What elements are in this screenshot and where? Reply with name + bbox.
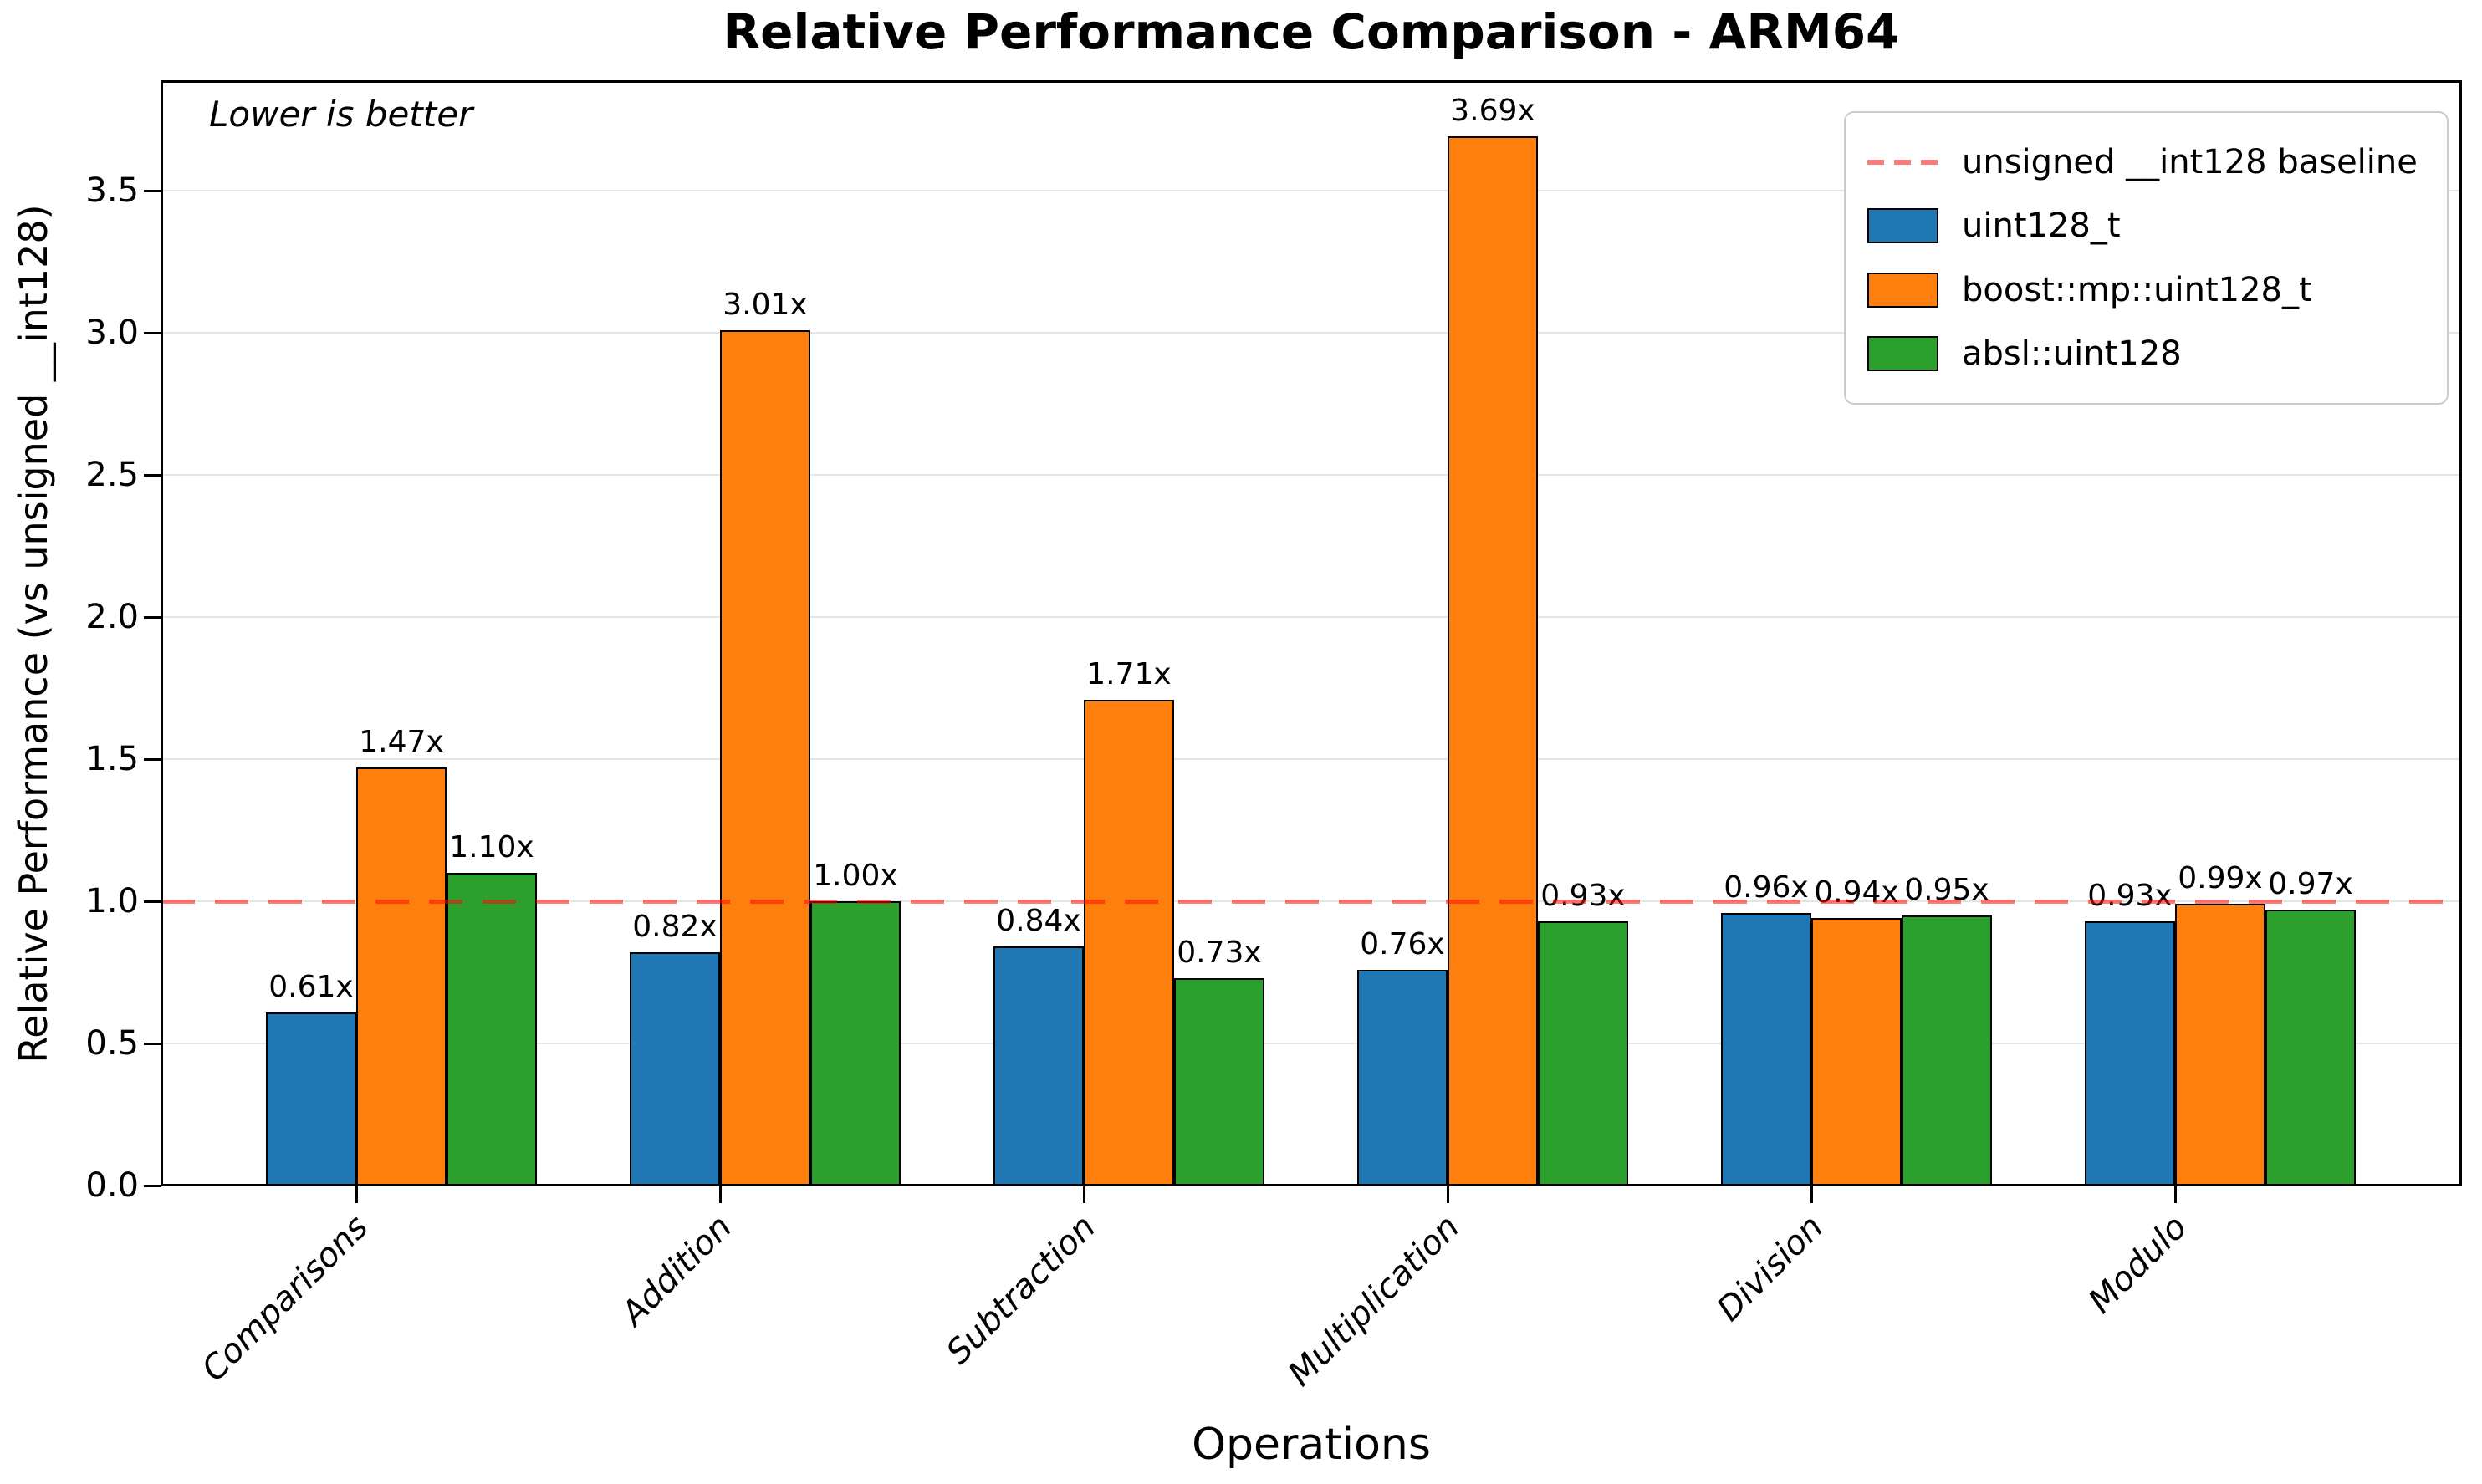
legend-label: absl::uint128 <box>1962 334 2182 373</box>
bar-boost::mp::uint128_t-Modulo <box>2175 904 2265 1186</box>
legend-label: unsigned __int128 baseline <box>1962 143 2418 182</box>
legend-color-swatch <box>1867 272 1938 308</box>
bar-value-label: 0.82x <box>632 910 718 945</box>
x-tick-mark <box>1446 1186 1449 1203</box>
baseline-line <box>161 899 2461 904</box>
legend-row-3: absl::uint128 <box>1867 334 2425 373</box>
bar-absl::uint128-Modulo <box>2265 910 2356 1186</box>
gridline-y-2 <box>161 616 2461 618</box>
bar-value-label: 3.69x <box>1450 94 1535 129</box>
bar-uint128_t-Division <box>1721 912 1811 1186</box>
x-axis-label: Operations <box>1192 1420 1431 1470</box>
y-tick-mark <box>144 615 161 619</box>
legend-label: uint128_t <box>1962 207 2121 246</box>
bar-uint128_t-Subtraction <box>993 946 1084 1186</box>
gridline-y-0.5 <box>161 1043 2461 1044</box>
x-tick-mark <box>1810 1186 1813 1203</box>
y-tick-label: 0.5 <box>85 1024 139 1063</box>
x-tick-mark <box>718 1186 722 1203</box>
y-tick-label: 1.0 <box>85 882 139 920</box>
bar-value-label: 0.93x <box>2087 878 2173 913</box>
chart-title: Relative Performance Comparison - ARM64 <box>723 3 1900 60</box>
legend-row-2: boost::mp::uint128_t <box>1867 271 2425 309</box>
gridline-y-1.5 <box>161 758 2461 760</box>
y-tick-mark <box>144 331 161 334</box>
bar-value-label: 0.84x <box>996 904 1081 939</box>
gridline-y-2.5 <box>161 474 2461 476</box>
bar-value-label: 0.96x <box>1724 869 1809 905</box>
lower-is-better-note: Lower is better <box>209 94 473 135</box>
legend-row-1: uint128_t <box>1867 207 2425 245</box>
gridline-y-3.5 <box>161 190 2461 191</box>
bar-value-label: 0.97x <box>2268 867 2353 902</box>
y-tick-label: 2.5 <box>85 456 139 494</box>
legend-color-swatch <box>1867 208 1938 244</box>
bar-value-label: 1.47x <box>359 725 444 760</box>
bar-absl::uint128-Multiplication <box>1538 920 1628 1186</box>
bar-absl::uint128-Subtraction <box>1174 977 1264 1186</box>
bar-absl::uint128-Comparisons <box>447 873 537 1186</box>
y-tick-label: 0.0 <box>85 1166 139 1205</box>
legend-dashed-line-swatch <box>1867 160 1938 166</box>
bar-value-label: 1.00x <box>813 859 898 893</box>
bar-absl::uint128-Addition <box>810 901 901 1186</box>
bar-value-label: 3.01x <box>723 287 808 322</box>
bar-boost::mp::uint128_t-Division <box>1811 918 1902 1186</box>
y-tick-mark <box>144 900 161 903</box>
bar-boost::mp::uint128_t-Addition <box>720 329 810 1186</box>
bar-boost::mp::uint128_t-Comparisons <box>356 767 447 1186</box>
bar-value-label: 0.94x <box>1814 875 1899 910</box>
bar-uint128_t-Multiplication <box>1357 969 1448 1186</box>
x-tick-mark <box>1082 1186 1085 1203</box>
bar-value-label: 1.71x <box>1086 656 1172 691</box>
bar-value-label: 1.10x <box>449 830 534 864</box>
y-tick-mark <box>144 189 161 192</box>
bar-absl::uint128-Division <box>1902 915 1992 1186</box>
bar-uint128_t-Comparisons <box>266 1012 356 1186</box>
y-tick-mark <box>144 473 161 477</box>
y-tick-mark <box>144 757 161 761</box>
legend-row-0: unsigned __int128 baseline <box>1867 143 2425 181</box>
legend-label: boost::mp::uint128_t <box>1962 270 2312 309</box>
x-tick-mark <box>355 1186 358 1203</box>
bar-value-label: 0.99x <box>2178 861 2263 896</box>
bar-value-label: 0.93x <box>1540 878 1626 913</box>
bar-uint128_t-Modulo <box>2085 920 2175 1186</box>
y-tick-mark <box>144 1184 161 1187</box>
legend-color-swatch <box>1867 335 1938 371</box>
bar-value-label: 0.76x <box>1360 926 1445 961</box>
y-tick-label: 2.0 <box>85 598 139 636</box>
bar-value-label: 0.61x <box>268 969 354 1004</box>
gridline-y-3 <box>161 332 2461 334</box>
y-axis-label: Relative Performance (vs unsigned __int1… <box>11 204 56 1063</box>
y-tick-label: 1.5 <box>85 740 139 778</box>
y-tick-label: 3.5 <box>85 171 139 210</box>
bar-boost::mp::uint128_t-Multiplication <box>1448 136 1538 1186</box>
plot-area: 0.61x 0.82x 0.84x 0.76x 0.96x 0.93x 1.47x 3.01x… <box>161 82 2461 1186</box>
bar-uint128_t-Addition <box>630 952 720 1186</box>
x-tick-mark <box>2173 1186 2177 1203</box>
bar-value-label: 0.73x <box>1177 935 1262 970</box>
y-tick-mark <box>144 1042 161 1045</box>
bar-boost::mp::uint128_t-Subtraction <box>1084 699 1174 1186</box>
y-tick-label: 3.0 <box>85 314 139 352</box>
